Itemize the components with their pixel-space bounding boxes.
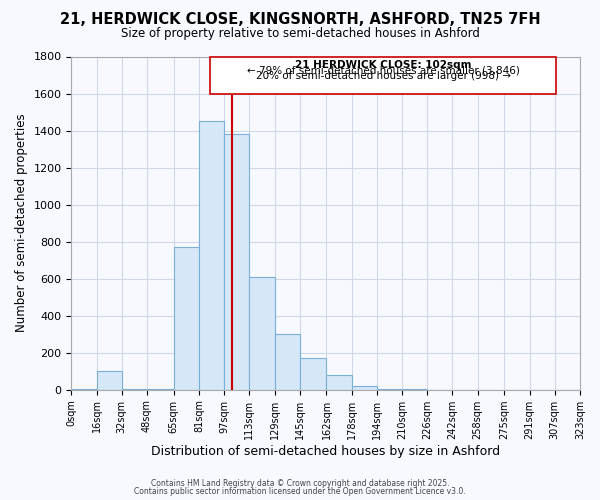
Bar: [250, 277, 275, 390]
Text: ← 79% of semi-detached houses are smaller (3,846): ← 79% of semi-detached houses are smalle…: [247, 66, 520, 76]
Y-axis label: Number of semi-detached properties: Number of semi-detached properties: [15, 114, 28, 332]
Bar: [352, 386, 377, 390]
Bar: [174, 247, 199, 390]
Text: 21, HERDWICK CLOSE, KINGSNORTH, ASHFORD, TN25 7FH: 21, HERDWICK CLOSE, KINGSNORTH, ASHFORD,…: [59, 12, 541, 28]
Bar: [377, 389, 402, 390]
Bar: [199, 122, 224, 390]
Bar: [122, 389, 147, 390]
Bar: [326, 375, 352, 390]
Text: Contains HM Land Registry data © Crown copyright and database right 2025.: Contains HM Land Registry data © Crown c…: [151, 478, 449, 488]
FancyBboxPatch shape: [210, 58, 556, 94]
Text: Size of property relative to semi-detached houses in Ashford: Size of property relative to semi-detach…: [121, 28, 479, 40]
Text: 21 HERDWICK CLOSE: 102sqm: 21 HERDWICK CLOSE: 102sqm: [295, 60, 472, 70]
Bar: [300, 358, 326, 390]
Bar: [147, 389, 174, 390]
Text: 20% of semi-detached houses are larger (998) →: 20% of semi-detached houses are larger (…: [256, 72, 511, 82]
Bar: [71, 389, 97, 390]
Text: Contains public sector information licensed under the Open Government Licence v3: Contains public sector information licen…: [134, 487, 466, 496]
Bar: [275, 334, 300, 390]
Bar: [97, 371, 122, 390]
Bar: [224, 134, 250, 390]
X-axis label: Distribution of semi-detached houses by size in Ashford: Distribution of semi-detached houses by …: [151, 444, 500, 458]
